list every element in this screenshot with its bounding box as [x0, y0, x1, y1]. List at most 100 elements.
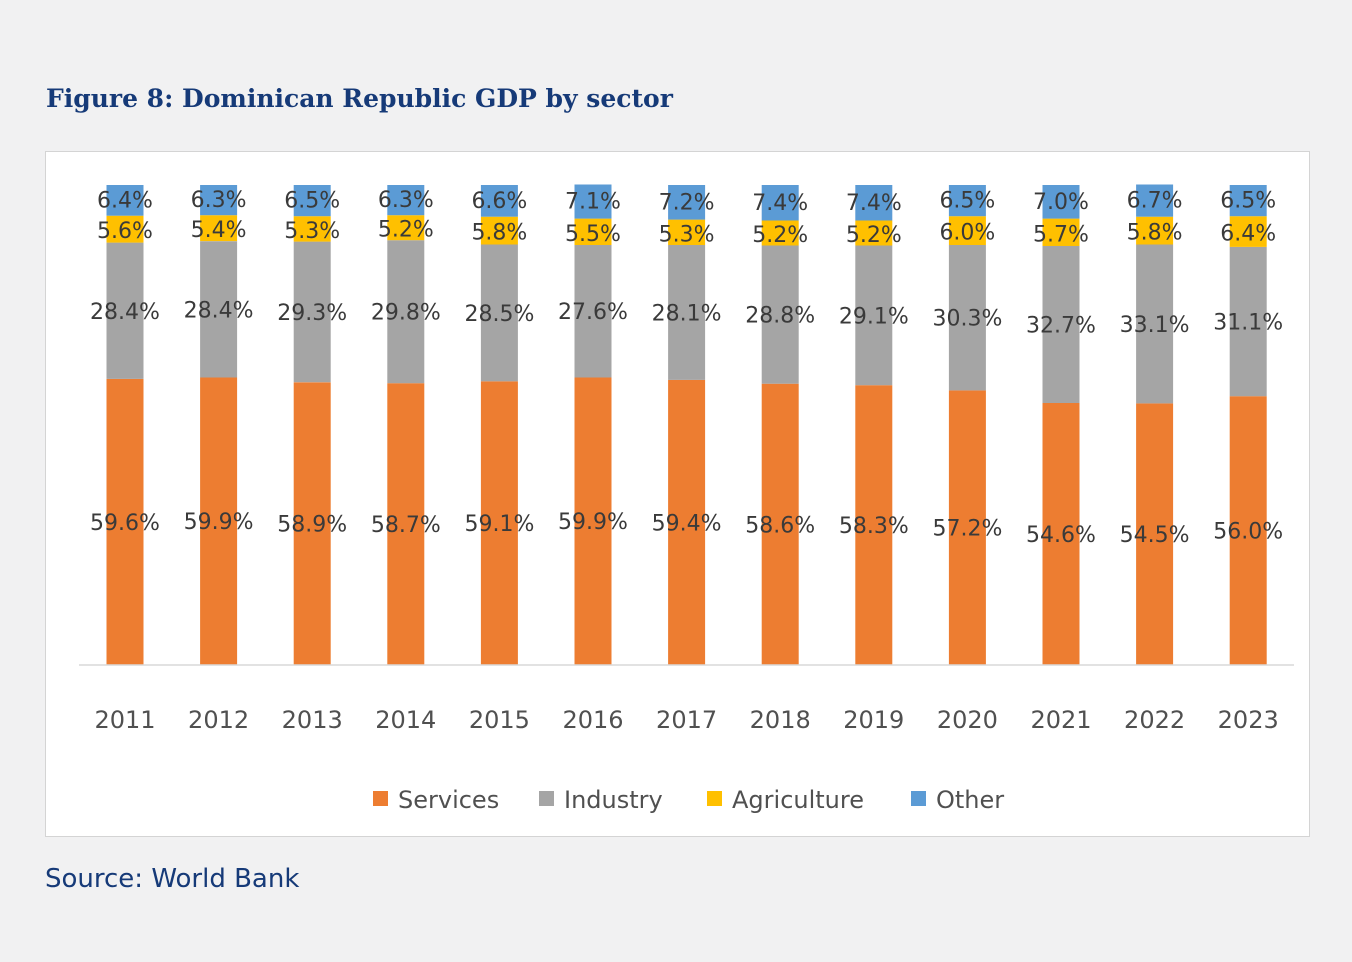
- data-label-industry-2021: 32.7%: [1026, 313, 1096, 338]
- data-label-agriculture-2019: 5.2%: [846, 223, 902, 248]
- legend-item-industry: Industry: [539, 786, 663, 814]
- x-tick-2023: 2023: [1218, 706, 1279, 734]
- x-tick-2013: 2013: [282, 706, 343, 734]
- bar-segment-services-2017: [668, 379, 706, 665]
- data-label-industry-2013: 29.3%: [277, 301, 347, 326]
- data-label-agriculture-2023: 6.4%: [1220, 222, 1276, 247]
- bar-segment-other-2013: [293, 185, 331, 217]
- bar-segment-services-2018: [761, 383, 799, 665]
- x-tick-2016: 2016: [562, 706, 623, 734]
- x-tick-2019: 2019: [843, 706, 904, 734]
- bar-segment-agriculture-2014: [387, 215, 425, 241]
- data-labels-layer: 59.6% 28.4% 5.6% 6.4% 59.9% 28.4% 5.4% 6.3% 58.9…: [90, 188, 1283, 548]
- data-label-industry-2011: 28.4%: [90, 300, 160, 325]
- source-note: Source: World Bank: [45, 864, 300, 894]
- bar-segment-services-2016: [574, 377, 612, 665]
- legend-swatch-agriculture: [707, 791, 722, 806]
- data-label-services-2016: 59.9%: [558, 510, 628, 535]
- bar-segment-industry-2017: [668, 245, 706, 380]
- bar-segment-industry-2012: [200, 241, 238, 378]
- data-label-other-2017: 7.2%: [659, 190, 715, 215]
- data-label-industry-2012: 28.4%: [184, 298, 254, 323]
- bar-segment-services-2019: [855, 385, 893, 665]
- data-label-other-2014: 6.3%: [378, 188, 434, 213]
- data-label-services-2020: 57.2%: [932, 517, 1002, 542]
- bar-segment-other-2011: [106, 185, 144, 216]
- data-label-services-2013: 58.9%: [277, 513, 347, 538]
- legend-item-agriculture: Agriculture: [707, 786, 864, 814]
- legend-label-other: Other: [936, 786, 1004, 814]
- data-label-agriculture-2020: 6.0%: [939, 221, 995, 246]
- bar-segment-agriculture-2016: [574, 218, 612, 245]
- data-label-other-2021: 7.0%: [1033, 190, 1089, 215]
- legend-label-agriculture: Agriculture: [732, 786, 864, 814]
- bar-segment-agriculture-2015: [480, 216, 518, 245]
- bar-segment-services-2014: [387, 383, 425, 665]
- x-tick-2014: 2014: [375, 706, 436, 734]
- x-tick-2021: 2021: [1030, 706, 1091, 734]
- data-label-other-2022: 6.7%: [1127, 189, 1183, 214]
- figure-title: Figure 8: Dominican Republic GDP by sect…: [46, 84, 673, 113]
- data-label-services-2019: 58.3%: [839, 514, 909, 539]
- bar-segment-industry-2020: [948, 245, 986, 391]
- x-tick-2018: 2018: [750, 706, 811, 734]
- data-label-other-2013: 6.5%: [284, 189, 340, 214]
- bar-segment-other-2015: [480, 185, 518, 217]
- data-label-other-2015: 6.6%: [471, 189, 527, 214]
- data-label-other-2020: 6.5%: [939, 189, 995, 214]
- data-label-services-2014: 58.7%: [371, 513, 441, 538]
- bar-segment-other-2023: [1229, 185, 1267, 217]
- legend-label-industry: Industry: [564, 786, 663, 814]
- bar-segment-agriculture-2023: [1229, 216, 1267, 247]
- bar-segment-services-2020: [948, 390, 986, 665]
- bar-segment-services-2012: [200, 377, 238, 665]
- data-label-services-2023: 56.0%: [1213, 520, 1283, 545]
- legend-swatch-other: [911, 791, 926, 806]
- x-tick-2020: 2020: [937, 706, 998, 734]
- bar-segment-industry-2015: [480, 244, 518, 382]
- data-label-agriculture-2011: 5.6%: [97, 219, 153, 244]
- data-label-agriculture-2015: 5.8%: [471, 221, 527, 246]
- bar-segment-industry-2011: [106, 242, 144, 379]
- data-label-services-2011: 59.6%: [90, 511, 160, 536]
- bar-segment-agriculture-2013: [293, 216, 331, 242]
- bar-segment-services-2013: [293, 382, 331, 665]
- data-label-other-2012: 6.3%: [191, 188, 247, 213]
- data-label-other-2018: 7.4%: [752, 191, 808, 216]
- data-label-services-2018: 58.6%: [745, 513, 815, 538]
- bar-segment-other-2017: [668, 185, 706, 220]
- data-label-services-2012: 59.9%: [184, 510, 254, 535]
- bar-segment-industry-2019: [855, 245, 893, 386]
- x-tick-2012: 2012: [188, 706, 249, 734]
- bar-segment-industry-2016: [574, 245, 612, 378]
- bar-segment-other-2020: [948, 185, 986, 217]
- bar-segment-other-2021: [1042, 185, 1080, 219]
- data-label-agriculture-2012: 5.4%: [191, 218, 247, 243]
- bar-segment-industry-2014: [387, 240, 425, 384]
- x-axis-ticks: 2011 2012 2013 2014 2015 2016 2017 2018 2019 2020…: [94, 706, 1278, 734]
- data-label-industry-2015: 28.5%: [464, 302, 534, 327]
- data-label-agriculture-2021: 5.7%: [1033, 222, 1089, 247]
- bar-segment-other-2018: [761, 185, 799, 221]
- data-label-services-2015: 59.1%: [464, 512, 534, 537]
- x-tick-2011: 2011: [94, 706, 155, 734]
- legend-item-other: Other: [911, 786, 1004, 814]
- data-label-industry-2017: 28.1%: [652, 301, 722, 326]
- bar-segment-agriculture-2019: [855, 220, 893, 246]
- data-label-industry-2018: 28.8%: [745, 304, 815, 329]
- data-label-industry-2022: 33.1%: [1120, 313, 1190, 338]
- legend: Services Industry Agriculture Other: [373, 786, 1004, 814]
- data-label-agriculture-2018: 5.2%: [752, 223, 808, 248]
- data-label-agriculture-2016: 5.5%: [565, 222, 621, 247]
- bar-segment-agriculture-2018: [761, 220, 799, 246]
- bar-segment-services-2021: [1042, 402, 1080, 665]
- bar-segment-industry-2021: [1042, 246, 1080, 403]
- stacked-bar-chart: 59.6% 28.4% 5.6% 6.4% 59.9% 28.4% 5.4% 6.3% 58.9…: [79, 184, 1294, 814]
- data-label-agriculture-2022: 5.8%: [1127, 221, 1183, 246]
- bar-segment-other-2012: [200, 185, 238, 216]
- bar-segment-agriculture-2017: [668, 219, 706, 245]
- bar-segment-other-2022: [1136, 184, 1174, 217]
- bar-segment-industry-2018: [761, 245, 799, 384]
- x-tick-2022: 2022: [1124, 706, 1185, 734]
- bar-segment-agriculture-2022: [1136, 216, 1174, 245]
